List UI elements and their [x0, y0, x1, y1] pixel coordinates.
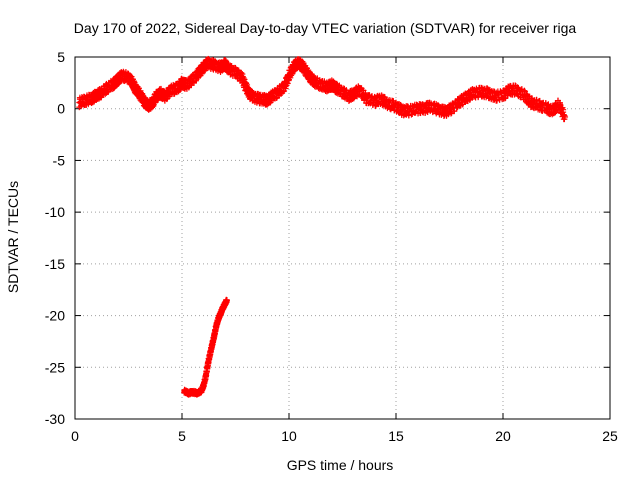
data-point [447, 110, 454, 117]
y-tick-label: -30 [45, 411, 65, 427]
x-tick-label: 10 [281, 428, 297, 444]
y-tick-label: -15 [45, 256, 65, 272]
y-tick-label: -20 [45, 308, 65, 324]
data-point [452, 99, 459, 106]
x-tick-label: 5 [178, 428, 186, 444]
plot-frame [74, 56, 611, 420]
axis-ticks: 0 5 10 15 20 25 5 0 -5 -10 -15 -20 -25 -30 [45, 49, 618, 444]
y-tick-label: 0 [57, 101, 65, 117]
data-point [139, 90, 146, 97]
data-point [127, 72, 134, 79]
chart-title: Day 170 of 2022, Sidereal Day-to-day VTE… [74, 20, 577, 36]
x-tick-label: 15 [388, 428, 404, 444]
x-axis-label: GPS time / hours [287, 457, 394, 473]
series-main [76, 55, 569, 123]
data-point [240, 75, 247, 82]
x-tick-label: 0 [71, 428, 79, 444]
y-tick-label: 5 [57, 49, 65, 65]
data-point [284, 80, 291, 87]
y-axis-label: SDTVAR / TECUs [5, 181, 21, 293]
grid-lines [75, 57, 610, 419]
y-tick-label: -5 [53, 152, 66, 168]
data-point [130, 78, 137, 85]
x-tick-label: 25 [602, 428, 618, 444]
x-tick-label: 20 [495, 428, 511, 444]
data-point [451, 108, 458, 115]
y-tick-label: -25 [45, 359, 65, 375]
data-point [289, 70, 296, 77]
data-point [352, 92, 359, 99]
y-tick-label: -10 [45, 204, 65, 220]
data-points [76, 55, 569, 398]
